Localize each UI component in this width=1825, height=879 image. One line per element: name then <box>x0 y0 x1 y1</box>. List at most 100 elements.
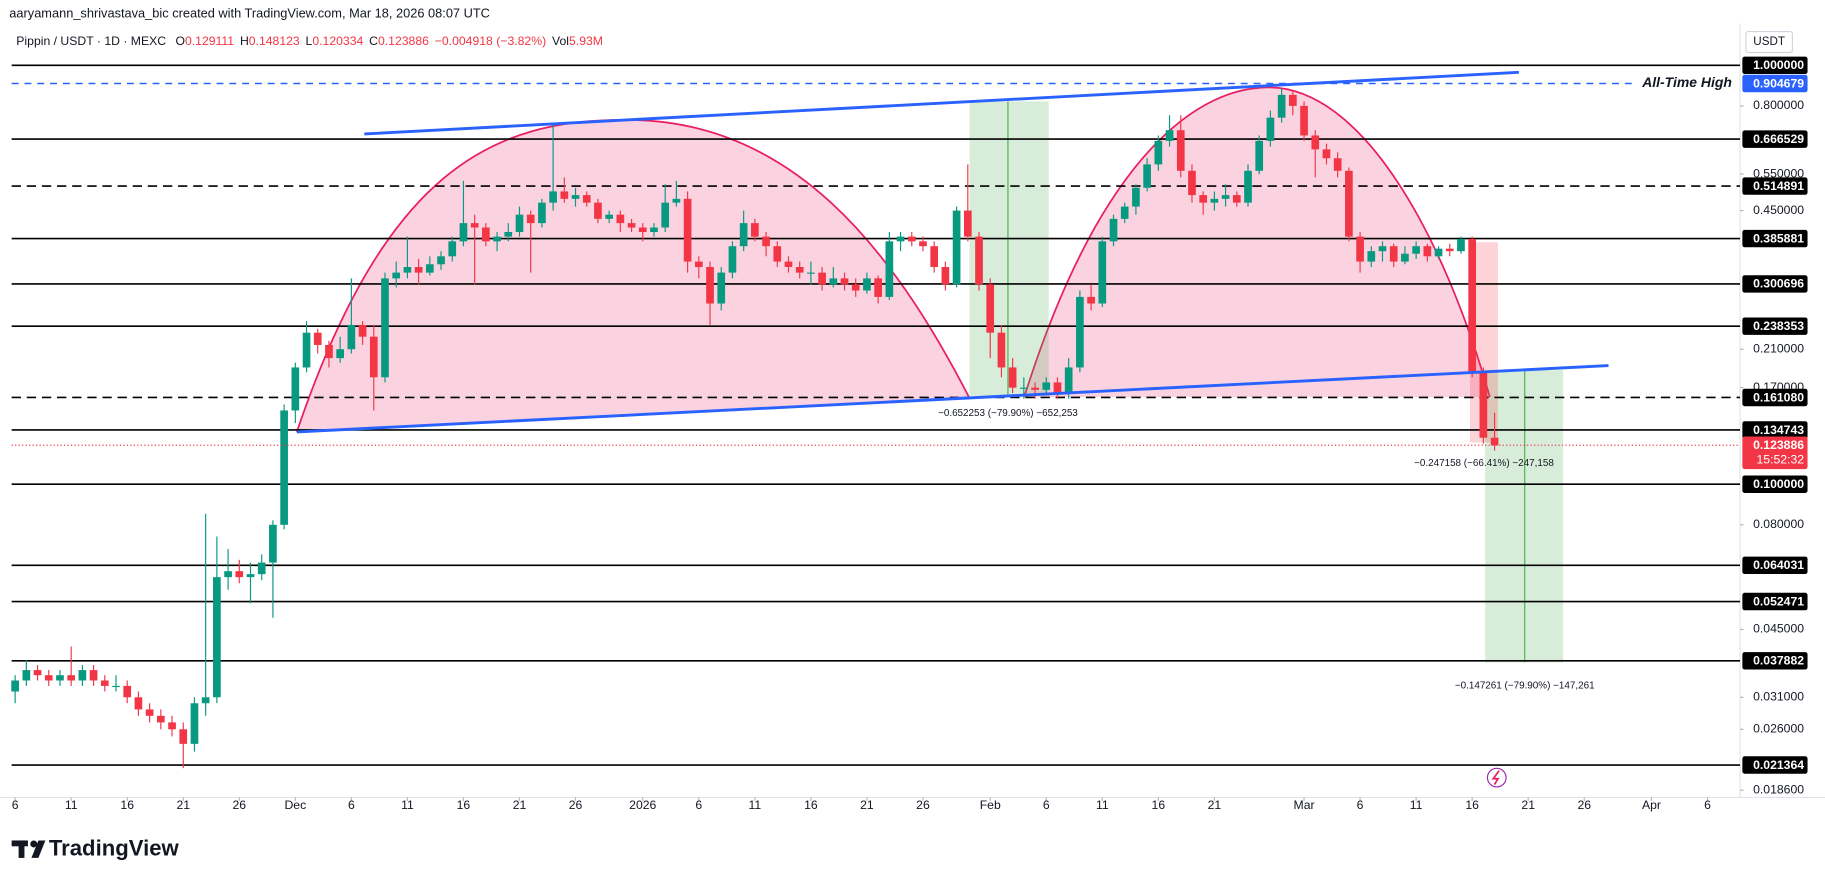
level-label-box <box>1742 388 1808 407</box>
x-tick-label: 6 <box>12 798 19 812</box>
candle-body <box>728 246 737 273</box>
candle-body <box>504 232 513 237</box>
candle-body <box>213 577 221 698</box>
candle-body <box>1490 437 1499 446</box>
volume: 5.93M <box>569 34 603 48</box>
candle-body <box>168 722 176 730</box>
level-label: 0.100000 <box>1753 477 1804 491</box>
candle-body <box>280 410 288 525</box>
x-tick-label: 11 <box>401 798 414 812</box>
level-label-box <box>1742 177 1808 195</box>
x-tick-label: 16 <box>457 798 471 812</box>
x-tick-label: 16 <box>804 798 818 812</box>
candle-body <box>78 670 87 681</box>
candle-body <box>739 223 748 247</box>
candle-body <box>818 272 826 285</box>
candle-body <box>336 349 345 359</box>
candle-body <box>616 214 625 224</box>
candle-body <box>1288 94 1297 106</box>
candle-body <box>706 267 714 304</box>
candle-body <box>1434 248 1443 257</box>
candle-body <box>89 670 98 681</box>
candle-body <box>863 278 871 291</box>
candle-body <box>1042 382 1051 390</box>
level-label-box <box>1742 652 1808 670</box>
candle-body <box>829 278 838 285</box>
candle-body <box>1423 246 1432 257</box>
candle-body <box>201 697 210 704</box>
candle-body <box>257 562 266 575</box>
candle-body <box>560 191 569 199</box>
candle-body <box>885 241 894 297</box>
x-tick-label: 21 <box>1208 798 1222 812</box>
level-label-box <box>1742 275 1808 293</box>
logo <box>11 840 46 858</box>
level-label: 0.300696 <box>1753 277 1804 291</box>
candle-body <box>1165 130 1174 141</box>
countdown: 15:52:32 <box>1756 453 1804 467</box>
x-tick-label: 6 <box>348 798 355 812</box>
currency-box[interactable] <box>1745 30 1793 54</box>
y-tick-label: 0.450000 <box>1753 203 1804 217</box>
candle-body <box>1008 367 1017 388</box>
candle-body <box>1109 218 1118 242</box>
candle-body <box>1277 94 1286 118</box>
candle-body <box>582 195 591 203</box>
candle-body <box>291 367 300 411</box>
candle-body <box>1356 236 1364 262</box>
high-value: 0.148123 <box>249 34 300 48</box>
candle-body <box>369 336 378 378</box>
symbol: Pippin / USDT · 1D · MEXC <box>16 34 166 48</box>
measure-label: −0.147261 (−79.90%) −147,261 <box>1455 680 1595 691</box>
candle-body <box>269 524 277 563</box>
currency: USDT <box>1753 35 1785 48</box>
candle-body <box>975 236 983 285</box>
candle-body <box>381 278 389 378</box>
candle-body <box>672 198 681 203</box>
candle-body <box>762 236 770 247</box>
level-label-box <box>1742 421 1808 439</box>
event-icon[interactable] <box>1486 767 1507 788</box>
x-tick-label: 21 <box>1521 798 1535 812</box>
candle-body <box>1468 238 1477 373</box>
candle-body <box>650 227 658 233</box>
x-tick-label: 21 <box>176 798 190 812</box>
low-value: 0.120334 <box>312 34 363 48</box>
x-tick-label: 26 <box>1577 798 1591 812</box>
l-label: L <box>306 34 313 48</box>
candle-body <box>661 202 670 228</box>
byline: aaryamann_shrivastava_bic created with T… <box>9 5 490 20</box>
candle-body <box>1031 387 1039 390</box>
candle-body <box>459 223 468 242</box>
candle-body <box>1300 105 1308 136</box>
x-tick-label: 2026 <box>629 798 656 812</box>
level-label: 0.037882 <box>1753 654 1804 668</box>
candle-body <box>392 272 401 279</box>
level-label-box <box>1742 130 1808 148</box>
cup-arc <box>1023 86 1491 398</box>
candle-body <box>1232 195 1241 203</box>
candle-body <box>1266 117 1275 141</box>
candle-body <box>56 675 64 681</box>
candle-body <box>694 261 703 268</box>
vol-label: Vol <box>552 34 569 48</box>
candle-body <box>470 223 479 228</box>
level-label: 0.514891 <box>1753 179 1804 193</box>
price-label-box <box>1742 436 1808 470</box>
candle-body <box>302 332 311 368</box>
measure-label: −0.652253 (−79.90%) −652,253 <box>938 408 1078 419</box>
y-tick-label: 0.045000 <box>1753 622 1804 636</box>
y-tick-label: 0.026000 <box>1753 722 1804 736</box>
candle-body <box>358 324 367 337</box>
candle-body <box>1401 253 1409 262</box>
trend-line <box>364 70 1519 136</box>
candle-body <box>594 202 602 219</box>
candle-body <box>1210 198 1219 203</box>
candle-body <box>1479 372 1488 438</box>
level-label-box <box>1742 56 1808 75</box>
open-value: 0.129111 <box>185 34 234 48</box>
candle-body <box>605 214 613 219</box>
